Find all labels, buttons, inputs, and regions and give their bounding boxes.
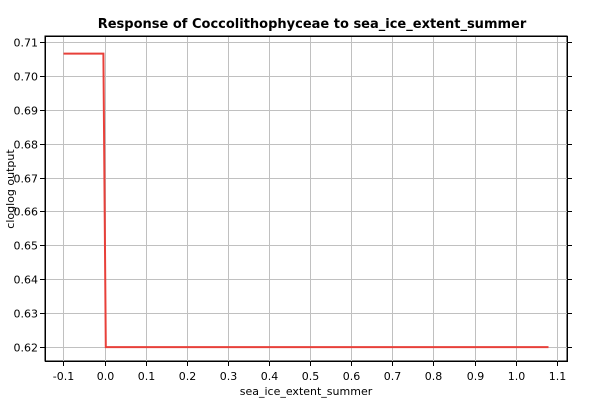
chart-title: Response of Coccolithophyceae to sea_ice…	[98, 17, 527, 32]
x-tick-label: 0.3	[220, 370, 238, 383]
x-tick-label: -0.1	[53, 370, 74, 383]
y-tick-label: 0.68	[14, 139, 39, 152]
x-tick-label: 0.4	[261, 370, 279, 383]
y-tick-label: 0.71	[14, 37, 39, 50]
y-tick-label: 0.70	[14, 71, 39, 84]
x-tick-label: 0.8	[425, 370, 443, 383]
y-axis: 0.62 0.63 0.64 0.65 0.66 0.67 0.68 0.69 0.70 0.71	[14, 37, 572, 355]
y-tick-label: 0.64	[14, 274, 39, 287]
x-tick-label: 0.6	[343, 370, 361, 383]
y-tick-label: 0.65	[14, 240, 39, 253]
x-tick-label: 1.1	[549, 370, 567, 383]
x-axis: -0.1 0.0 0.1 0.2 0.3 0.4 0.5 0.6 0.7 0.8 0.9 1.0 1.1	[53, 361, 566, 383]
x-tick-label: 0.2	[179, 370, 197, 383]
plot-area	[44, 35, 568, 362]
y-axis-label: cloglog output	[4, 149, 17, 229]
x-tick-label: 0.5	[302, 370, 320, 383]
series-layer	[63, 52, 549, 349]
x-tick-label: 1.0	[508, 370, 526, 383]
plot-border	[45, 36, 568, 362]
series-line	[63, 52, 549, 349]
y-tick-label: 0.69	[14, 105, 39, 118]
y-tick-label: 0.63	[14, 308, 39, 321]
x-tick-label: 0.7	[384, 370, 402, 383]
y-tick-label: 0.66	[14, 206, 39, 219]
x-tick-label: 0.1	[138, 370, 156, 383]
y-tick-label: 0.67	[14, 173, 39, 186]
x-tick-label: 0.9	[467, 370, 485, 383]
x-axis-label: sea_ice_extent_summer	[240, 385, 373, 398]
y-tick-label: 0.62	[14, 342, 39, 355]
x-tick-label: 0.0	[97, 370, 115, 383]
